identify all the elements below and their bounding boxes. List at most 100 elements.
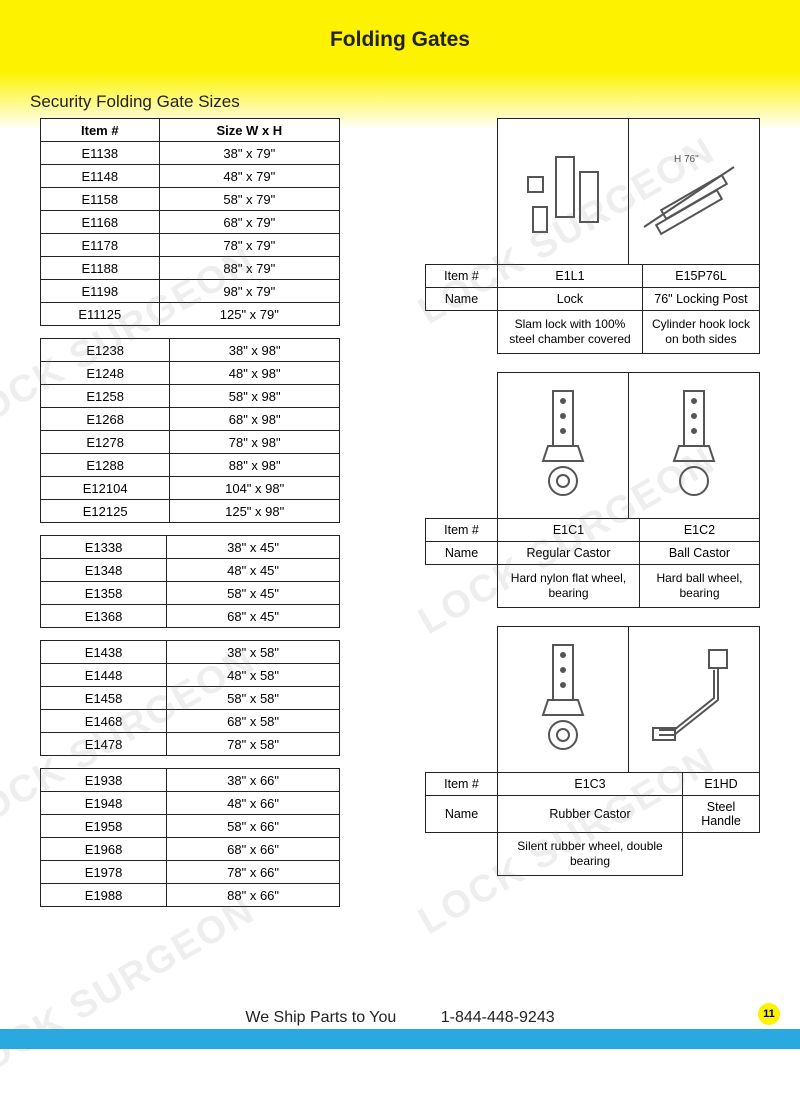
table-row: E136868" x 45" — [41, 605, 340, 628]
table-row: E117878" x 79" — [41, 234, 340, 257]
table-cell: 78" x 79" — [159, 234, 339, 257]
label-item: Item # — [426, 773, 498, 796]
table-cell: E1448 — [41, 664, 167, 687]
table-cell: 58" x 98" — [170, 385, 340, 408]
table-cell: E1278 — [41, 431, 170, 454]
size-table: E193838" x 66"E194848" x 66"E195858" x 6… — [40, 768, 340, 907]
product-description: Slam lock with 100% steel chamber covere… — [498, 311, 643, 354]
table-cell: 38" x 79" — [159, 142, 339, 165]
label-blank — [426, 565, 498, 608]
table-cell: E12104 — [41, 477, 170, 500]
table-cell: 38" x 98" — [170, 339, 340, 362]
table-cell: E1368 — [41, 605, 167, 628]
product-name: Lock — [498, 288, 643, 311]
table-cell: 78" x 98" — [170, 431, 340, 454]
product-item-number: E1C2 — [639, 519, 759, 542]
table-cell: E1458 — [41, 687, 167, 710]
product-illustration — [497, 626, 629, 772]
table-cell: 78" x 58" — [167, 733, 340, 756]
page-number-badge: 11 — [758, 1003, 780, 1025]
product-illustration — [497, 372, 629, 518]
table-cell: 88" x 79" — [159, 257, 339, 280]
product-description: Cylinder hook lock on both sides — [642, 311, 759, 354]
table-cell: E1268 — [41, 408, 170, 431]
label-item: Item # — [426, 265, 498, 288]
table-cell: 125" x 79" — [159, 303, 339, 326]
table-cell: 68" x 79" — [159, 211, 339, 234]
size-tables-column: Item #Size W x HE113838" x 79"E114848" x… — [40, 118, 340, 919]
table-cell: E11125 — [41, 303, 160, 326]
product-description: Hard nylon flat wheel, bearing — [498, 565, 640, 608]
products-column: H 76"Item #E1L1E15P76LNameLock76" Lockin… — [425, 118, 760, 894]
table-cell: E1948 — [41, 792, 167, 815]
table-row: E196868" x 66" — [41, 838, 340, 861]
table-row: E134848" x 45" — [41, 559, 340, 582]
table-cell: E1968 — [41, 838, 167, 861]
product-illustration — [497, 118, 629, 264]
table-cell: 68" x 66" — [167, 838, 340, 861]
label-blank — [426, 833, 498, 876]
label-name: Name — [426, 542, 498, 565]
table-cell: 98" x 79" — [159, 280, 339, 303]
table-cell: E1958 — [41, 815, 167, 838]
table-row: E119898" x 79" — [41, 280, 340, 303]
table-row: E194848" x 66" — [41, 792, 340, 815]
table-row: E145858" x 58" — [41, 687, 340, 710]
table-cell: 68" x 58" — [167, 710, 340, 733]
size-table: E143838" x 58"E144848" x 58"E145858" x 5… — [40, 640, 340, 756]
table-cell: E1188 — [41, 257, 160, 280]
table-row: E12104104" x 98" — [41, 477, 340, 500]
table-cell: 78" x 66" — [167, 861, 340, 884]
subtitle: Security Folding Gate Sizes — [30, 92, 240, 112]
product-block: Item #E1C3E1HDNameRubber CastorSteel Han… — [425, 626, 760, 876]
product-name: 76" Locking Post — [642, 288, 759, 311]
product-name: Ball Castor — [639, 542, 759, 565]
product-name: Regular Castor — [498, 542, 640, 565]
table-cell: E1138 — [41, 142, 160, 165]
product-description: Hard ball wheel, bearing — [639, 565, 759, 608]
table-cell: E1238 — [41, 339, 170, 362]
table-cell: 48" x 66" — [167, 792, 340, 815]
table-cell: E1988 — [41, 884, 167, 907]
table-cell: E1148 — [41, 165, 160, 188]
table-row: E12125125" x 98" — [41, 500, 340, 523]
table-row: E116868" x 79" — [41, 211, 340, 234]
table-cell: 38" x 66" — [167, 769, 340, 792]
table-row: E198888" x 66" — [41, 884, 340, 907]
table-cell: 58" x 66" — [167, 815, 340, 838]
table-cell: E1478 — [41, 733, 167, 756]
table-cell: 58" x 79" — [159, 188, 339, 211]
table-cell: E12125 — [41, 500, 170, 523]
table-row: E133838" x 45" — [41, 536, 340, 559]
table-cell: 48" x 79" — [159, 165, 339, 188]
product-item-number: E1HD — [683, 773, 760, 796]
table-cell: 125" x 98" — [170, 500, 340, 523]
table-row: E135858" x 45" — [41, 582, 340, 605]
table-cell: E1178 — [41, 234, 160, 257]
table-cell: E1198 — [41, 280, 160, 303]
size-table: E123838" x 98"E124848" x 98"E125858" x 9… — [40, 338, 340, 523]
table-row: E144848" x 58" — [41, 664, 340, 687]
table-row: E143838" x 58" — [41, 641, 340, 664]
table-row: E113838" x 79" — [41, 142, 340, 165]
table-cell: E1168 — [41, 211, 160, 234]
table-row: E118888" x 79" — [41, 257, 340, 280]
product-name: Rubber Castor — [498, 796, 683, 833]
table-cell: E1348 — [41, 559, 167, 582]
product-item-number: E15P76L — [642, 265, 759, 288]
table-header: Size W x H — [159, 119, 339, 142]
table-row: E193838" x 66" — [41, 769, 340, 792]
product-spec-table: Item #E1L1E15P76LNameLock76" Locking Pos… — [425, 264, 760, 354]
product-item-number: E1C3 — [498, 773, 683, 796]
footer-phone: 1-844-448-9243 — [441, 1009, 555, 1026]
table-row: E195858" x 66" — [41, 815, 340, 838]
table-cell: 104" x 98" — [170, 477, 340, 500]
page-title: Folding Gates — [0, 28, 800, 52]
table-cell: E1338 — [41, 536, 167, 559]
table-cell: 68" x 45" — [167, 605, 340, 628]
label-blank — [426, 311, 498, 354]
product-description: Silent rubber wheel, double bearing — [498, 833, 683, 876]
footer-text: We Ship Parts to You 1-844-448-9243 — [0, 1009, 800, 1027]
table-cell: E1288 — [41, 454, 170, 477]
table-cell: E1468 — [41, 710, 167, 733]
